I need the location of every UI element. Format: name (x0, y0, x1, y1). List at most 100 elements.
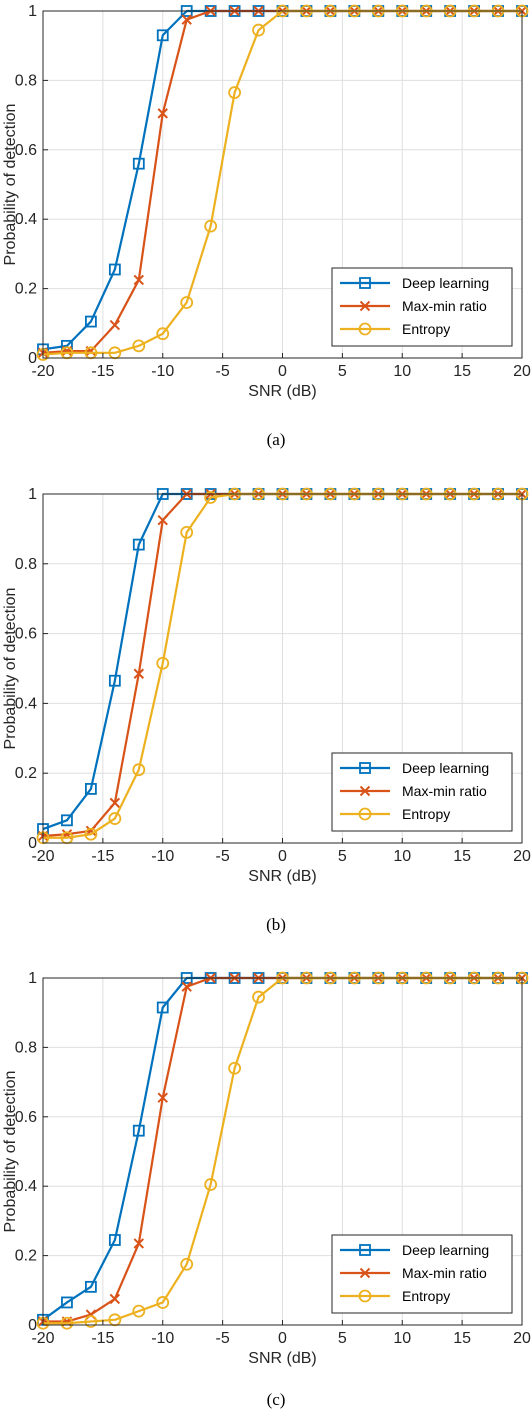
data-point-circle (228, 86, 242, 99)
legend-marker-square (359, 277, 371, 289)
legend-marker-circle (358, 1289, 372, 1303)
y-axis-label: Probability of detection (2, 104, 19, 266)
data-point-x (109, 797, 121, 809)
data-point-circle (132, 763, 146, 777)
data-point-circle (204, 491, 218, 504)
legend-label: Entropy (402, 1288, 450, 1304)
figure-caption: (b) (266, 915, 286, 934)
y-tick-label: 0.8 (15, 1039, 37, 1056)
x-tick-label: -15 (91, 848, 114, 865)
data-point-circle (132, 1304, 146, 1318)
data-point-x (157, 108, 168, 119)
data-point-square (156, 1001, 169, 1014)
legend-marker-square (359, 1244, 371, 1256)
figure-caption: (c) (267, 1390, 286, 1409)
data-point-x (133, 274, 145, 286)
legend-item: Max-min ratio (340, 1265, 487, 1281)
data-point-square (61, 1296, 73, 1309)
data-point-circle (180, 1257, 194, 1271)
x-tick-label: -10 (151, 1330, 174, 1347)
legend-marker-circle (358, 322, 372, 336)
x-tick-label: 0 (278, 1330, 287, 1347)
legend-item: Max-min ratio (340, 783, 487, 799)
data-point-x (133, 668, 145, 679)
y-axis-label: Probability of detection (2, 1071, 19, 1233)
x-tick-label: -10 (151, 848, 174, 865)
legend-item: Entropy (340, 321, 450, 337)
data-point-circle (84, 827, 98, 841)
y-tick-label: 0.4 (15, 1178, 37, 1195)
legend-marker-x (359, 300, 371, 312)
y-tick-label: 0 (28, 350, 37, 367)
legend-label: Deep learning (402, 275, 489, 291)
legend-item: Entropy (340, 806, 450, 822)
legend-item: Max-min ratio (340, 298, 487, 314)
x-tick-label: -5 (216, 848, 230, 865)
data-point-square (85, 1280, 97, 1293)
x-tick-label: 0 (278, 848, 287, 865)
y-tick-label: 0.8 (15, 556, 37, 573)
data-point-x (109, 319, 121, 331)
data-point-circle (60, 1316, 74, 1330)
data-point-circle (204, 219, 218, 233)
x-axis-label: SNR (dB) (248, 383, 316, 400)
data-point-square (61, 814, 73, 827)
data-point-x (181, 981, 192, 992)
legend: Deep learning Max-min ratio Entropy (331, 267, 513, 347)
data-point-square (108, 263, 121, 276)
y-tick-label: 0 (28, 1317, 37, 1334)
data-point-circle (156, 656, 170, 670)
legend-marker-square (359, 762, 371, 774)
chart-panel: -20 -15 -10 -5 0 5 10 15 20 0 0.2 0.4 0.6 0.8 1 SNR (dB… (2, 3, 531, 449)
legend-marker-circle (358, 807, 372, 821)
legend-marker-x (359, 785, 371, 797)
x-tick-label: 5 (338, 848, 347, 865)
legend-label: Deep learning (402, 760, 489, 776)
data-point-x (109, 1293, 121, 1305)
data-point-square (156, 29, 169, 42)
y-tick-label: 0 (28, 835, 37, 852)
data-point-circle (204, 1178, 218, 1191)
y-tick-label: 0.6 (15, 142, 37, 159)
x-tick-label: -20 (31, 1330, 54, 1347)
y-axis-label: Probability of detection (2, 588, 19, 750)
data-point-circle (180, 525, 194, 539)
data-point-square (132, 538, 145, 551)
data-point-x (157, 514, 168, 526)
x-tick-label: -10 (151, 363, 174, 380)
y-tick-label: 0.6 (15, 1109, 37, 1126)
x-axis-label: SNR (dB) (248, 1350, 316, 1367)
x-tick-label: -15 (91, 363, 114, 380)
x-tick-label: -15 (91, 1330, 114, 1347)
data-point-circle (132, 339, 146, 353)
x-tick-label: 20 (513, 363, 531, 380)
data-point-square (85, 783, 97, 795)
x-tick-label: -20 (31, 848, 54, 865)
legend-item: Entropy (340, 1288, 450, 1304)
data-point-circle (252, 990, 265, 1004)
legend-label: Entropy (402, 321, 450, 337)
data-point-square (108, 1234, 121, 1246)
x-tick-label: 10 (393, 363, 411, 380)
data-point-x (181, 14, 192, 25)
chart-panel: -20 -15 -10 -5 0 5 10 15 20 0 0.2 0.4 0.6 0.8 1 SNR (dB… (2, 970, 531, 1409)
legend-item: Deep learning (340, 275, 489, 291)
data-point-circle (84, 1315, 98, 1328)
figure-caption: (a) (267, 430, 286, 449)
data-point-circle (156, 327, 170, 341)
x-tick-label: -20 (31, 363, 54, 380)
legend-item: Deep learning (340, 1242, 489, 1258)
y-tick-label: 1 (28, 970, 37, 987)
x-tick-label: 10 (393, 848, 411, 865)
x-tick-label: 15 (453, 363, 471, 380)
x-tick-label: 5 (338, 363, 347, 380)
y-tick-label: 0.2 (15, 281, 37, 298)
x-tick-label: 0 (278, 363, 287, 380)
data-point-square (132, 1124, 145, 1137)
data-point-square (132, 157, 145, 170)
x-tick-label: 5 (338, 1330, 347, 1347)
data-point-x (157, 1092, 168, 1103)
legend-label: Deep learning (402, 1242, 489, 1258)
data-point-circle (180, 296, 194, 309)
